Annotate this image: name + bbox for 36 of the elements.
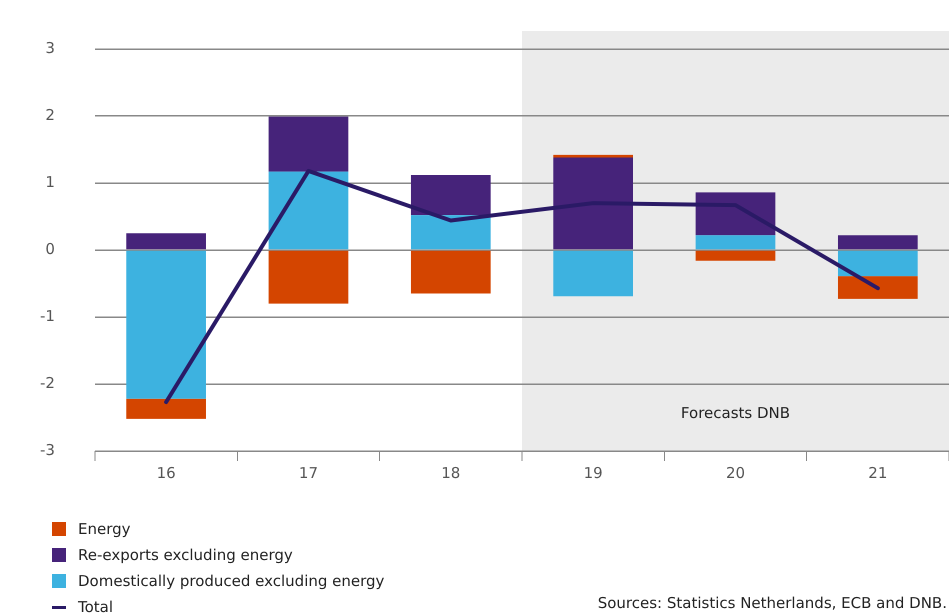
x-tick-label: 21 [868,464,888,482]
x-tick-label: 20 [726,464,746,482]
bar [838,250,918,276]
x-tick-label: 16 [156,464,176,482]
y-tick-label: -3 [40,440,55,459]
bar [126,398,206,419]
band-label: Forecasts DNB [680,404,790,422]
y-tick-label: -2 [40,374,55,392]
bar [410,250,491,294]
bar [696,235,776,250]
source-note: Sources: Statistics Netherlands, ECB and DNB. [598,594,947,612]
bar [410,174,491,216]
legend-label: Domestically produced excluding energy [78,572,384,590]
bar [838,276,918,299]
bar [268,116,348,172]
bar [268,172,348,250]
x-tick-label: 17 [298,464,318,482]
bar [553,158,634,250]
bar [410,215,491,250]
y-tick-label: 2 [45,106,55,124]
legend-label: Energy [78,520,131,538]
y-tick-label: 1 [45,172,55,191]
bar [838,235,918,250]
bar [696,250,776,261]
bar [553,250,634,296]
bar [126,233,206,250]
legend-label: Total [78,598,114,614]
bar [126,250,206,399]
bar [268,250,348,304]
x-tick-label: 18 [441,464,460,482]
y-tick-label: 3 [45,38,55,57]
y-tick-label: -1 [40,306,55,325]
bar [553,154,634,158]
x-tick-label: 19 [584,464,603,482]
y-tick-label: 0 [45,240,55,258]
legend-label: Re-exports excluding energy [78,546,293,564]
